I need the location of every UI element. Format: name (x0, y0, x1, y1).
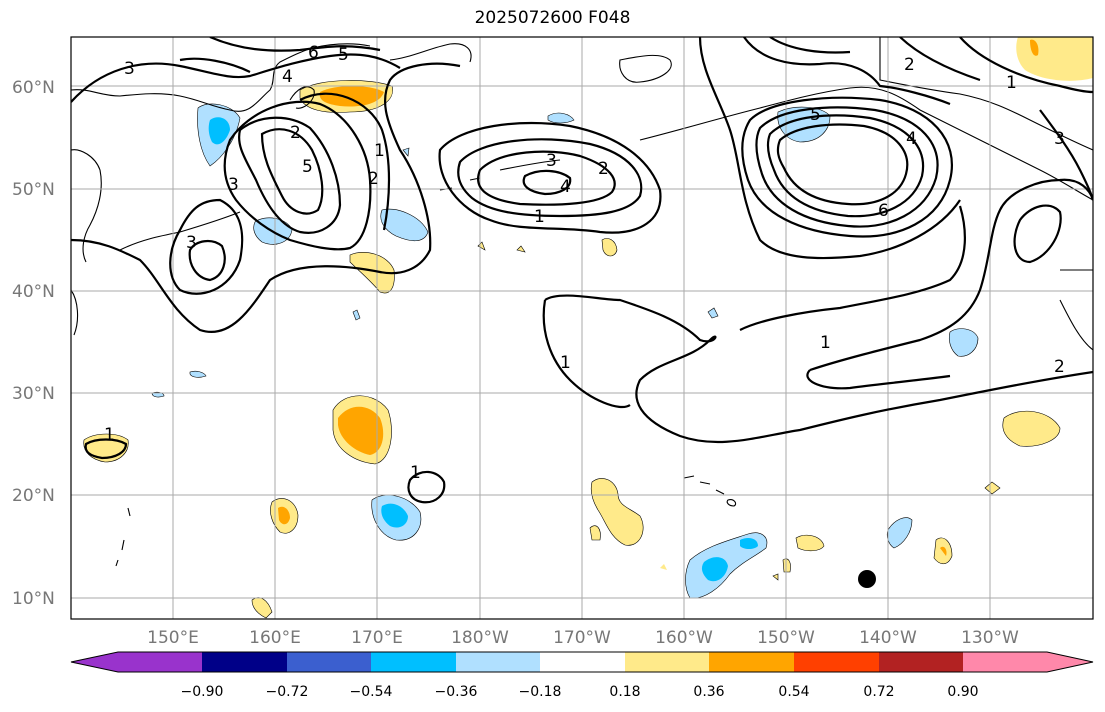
colorbar-tick-label: −0.36 (435, 684, 478, 700)
colorbar-segment (879, 652, 963, 672)
contour-label: 3 (1054, 129, 1065, 149)
lon-label: 160°E (249, 628, 301, 648)
lon-label: 150°W (757, 628, 815, 648)
map-frame (70, 36, 1094, 620)
contour-label: 1 (410, 463, 421, 483)
lon-label: 160°W (655, 628, 713, 648)
contour-label: 6 (308, 43, 319, 63)
colorbar-tick-label: −0.54 (350, 684, 393, 700)
contour-label: 2 (290, 123, 301, 143)
contour-label: 1 (534, 207, 545, 227)
contour-label: 2 (598, 159, 609, 179)
lat-label: 60°N (12, 78, 55, 98)
location-marker (858, 570, 876, 588)
lat-label: 10°N (12, 589, 55, 609)
lon-label: 140°W (859, 628, 917, 648)
colorbar-segment (371, 652, 456, 672)
contour-label: 6 (878, 201, 889, 221)
colorbar-extend-low (71, 652, 118, 672)
contour-label: 5 (302, 157, 313, 177)
colorbar-extend-high (1047, 652, 1093, 672)
lat-label: 40°N (12, 282, 55, 302)
contour-label: 2 (368, 169, 379, 189)
lon-label: 170°E (351, 628, 403, 648)
colorbar-tick-label: 0.90 (947, 684, 978, 700)
colorbar-segment (963, 652, 1047, 672)
contour-label: 4 (282, 67, 293, 87)
colorbar-outline (70, 651, 1094, 673)
contour-label: 2 (1054, 357, 1065, 377)
colorbar-segment (456, 652, 540, 672)
contour-label: 1 (560, 353, 571, 373)
contour-labels: 3 6 5 4 5 2 1 2 3 3 2 4 1 1 3 5 4 6 2 1 … (104, 43, 1065, 483)
lat-label: 50°N (12, 180, 55, 200)
contour-lines (71, 37, 1093, 504)
colorbar-tick-label: 0.18 (609, 684, 640, 700)
colorbar-segment (118, 652, 202, 672)
lon-label: 150°E (147, 628, 199, 648)
colorbar-tick-label: 0.72 (863, 684, 894, 700)
colorbar-tick-label: −0.72 (266, 684, 309, 700)
contour-label: 1 (104, 425, 115, 445)
colorbar-tick-label: 0.54 (778, 684, 809, 700)
lat-label: 20°N (12, 486, 55, 506)
colorbar-segment (287, 652, 371, 672)
map-title: 2025072600 F048 (474, 8, 631, 28)
colorbar-tick-label: −0.90 (181, 684, 224, 700)
colorbar-tick-label: −0.18 (519, 684, 562, 700)
contour-label: 1 (374, 141, 385, 161)
contour-label: 3 (546, 151, 557, 171)
colorbar-tick-label: 0.36 (693, 684, 724, 700)
contour-label: 4 (560, 177, 571, 197)
contour-label: 5 (338, 45, 349, 65)
contour-label: 1 (820, 333, 831, 353)
latitude-labels: 60°N 50°N 40°N 30°N 20°N 10°N (12, 78, 55, 609)
colorbar-segment (625, 652, 709, 672)
lon-label: 180°W (451, 628, 509, 648)
contour-label: 2 (904, 55, 915, 75)
contour-label: 3 (228, 175, 239, 195)
colorbar (70, 651, 1094, 673)
colorbar-segment (794, 652, 879, 672)
contour-label: 5 (810, 105, 821, 125)
contour-label: 1 (1006, 73, 1017, 93)
lon-label: 170°W (553, 628, 611, 648)
colorbar-segment (709, 652, 794, 672)
lat-label: 30°N (12, 384, 55, 404)
colorbar-segment (540, 652, 625, 672)
contour-label: 3 (124, 59, 135, 79)
longitude-labels: 150°E 160°E 170°E 180°W 170°W 160°W 150°… (147, 628, 1019, 648)
lon-label: 130°W (961, 628, 1019, 648)
contour-label: 4 (906, 129, 917, 149)
colorbar-tick-labels: −0.90 −0.72 −0.54 −0.36 −0.18 0.18 0.36 … (181, 684, 979, 700)
contour-label: 3 (186, 233, 197, 253)
colorbar-segment (202, 652, 287, 672)
